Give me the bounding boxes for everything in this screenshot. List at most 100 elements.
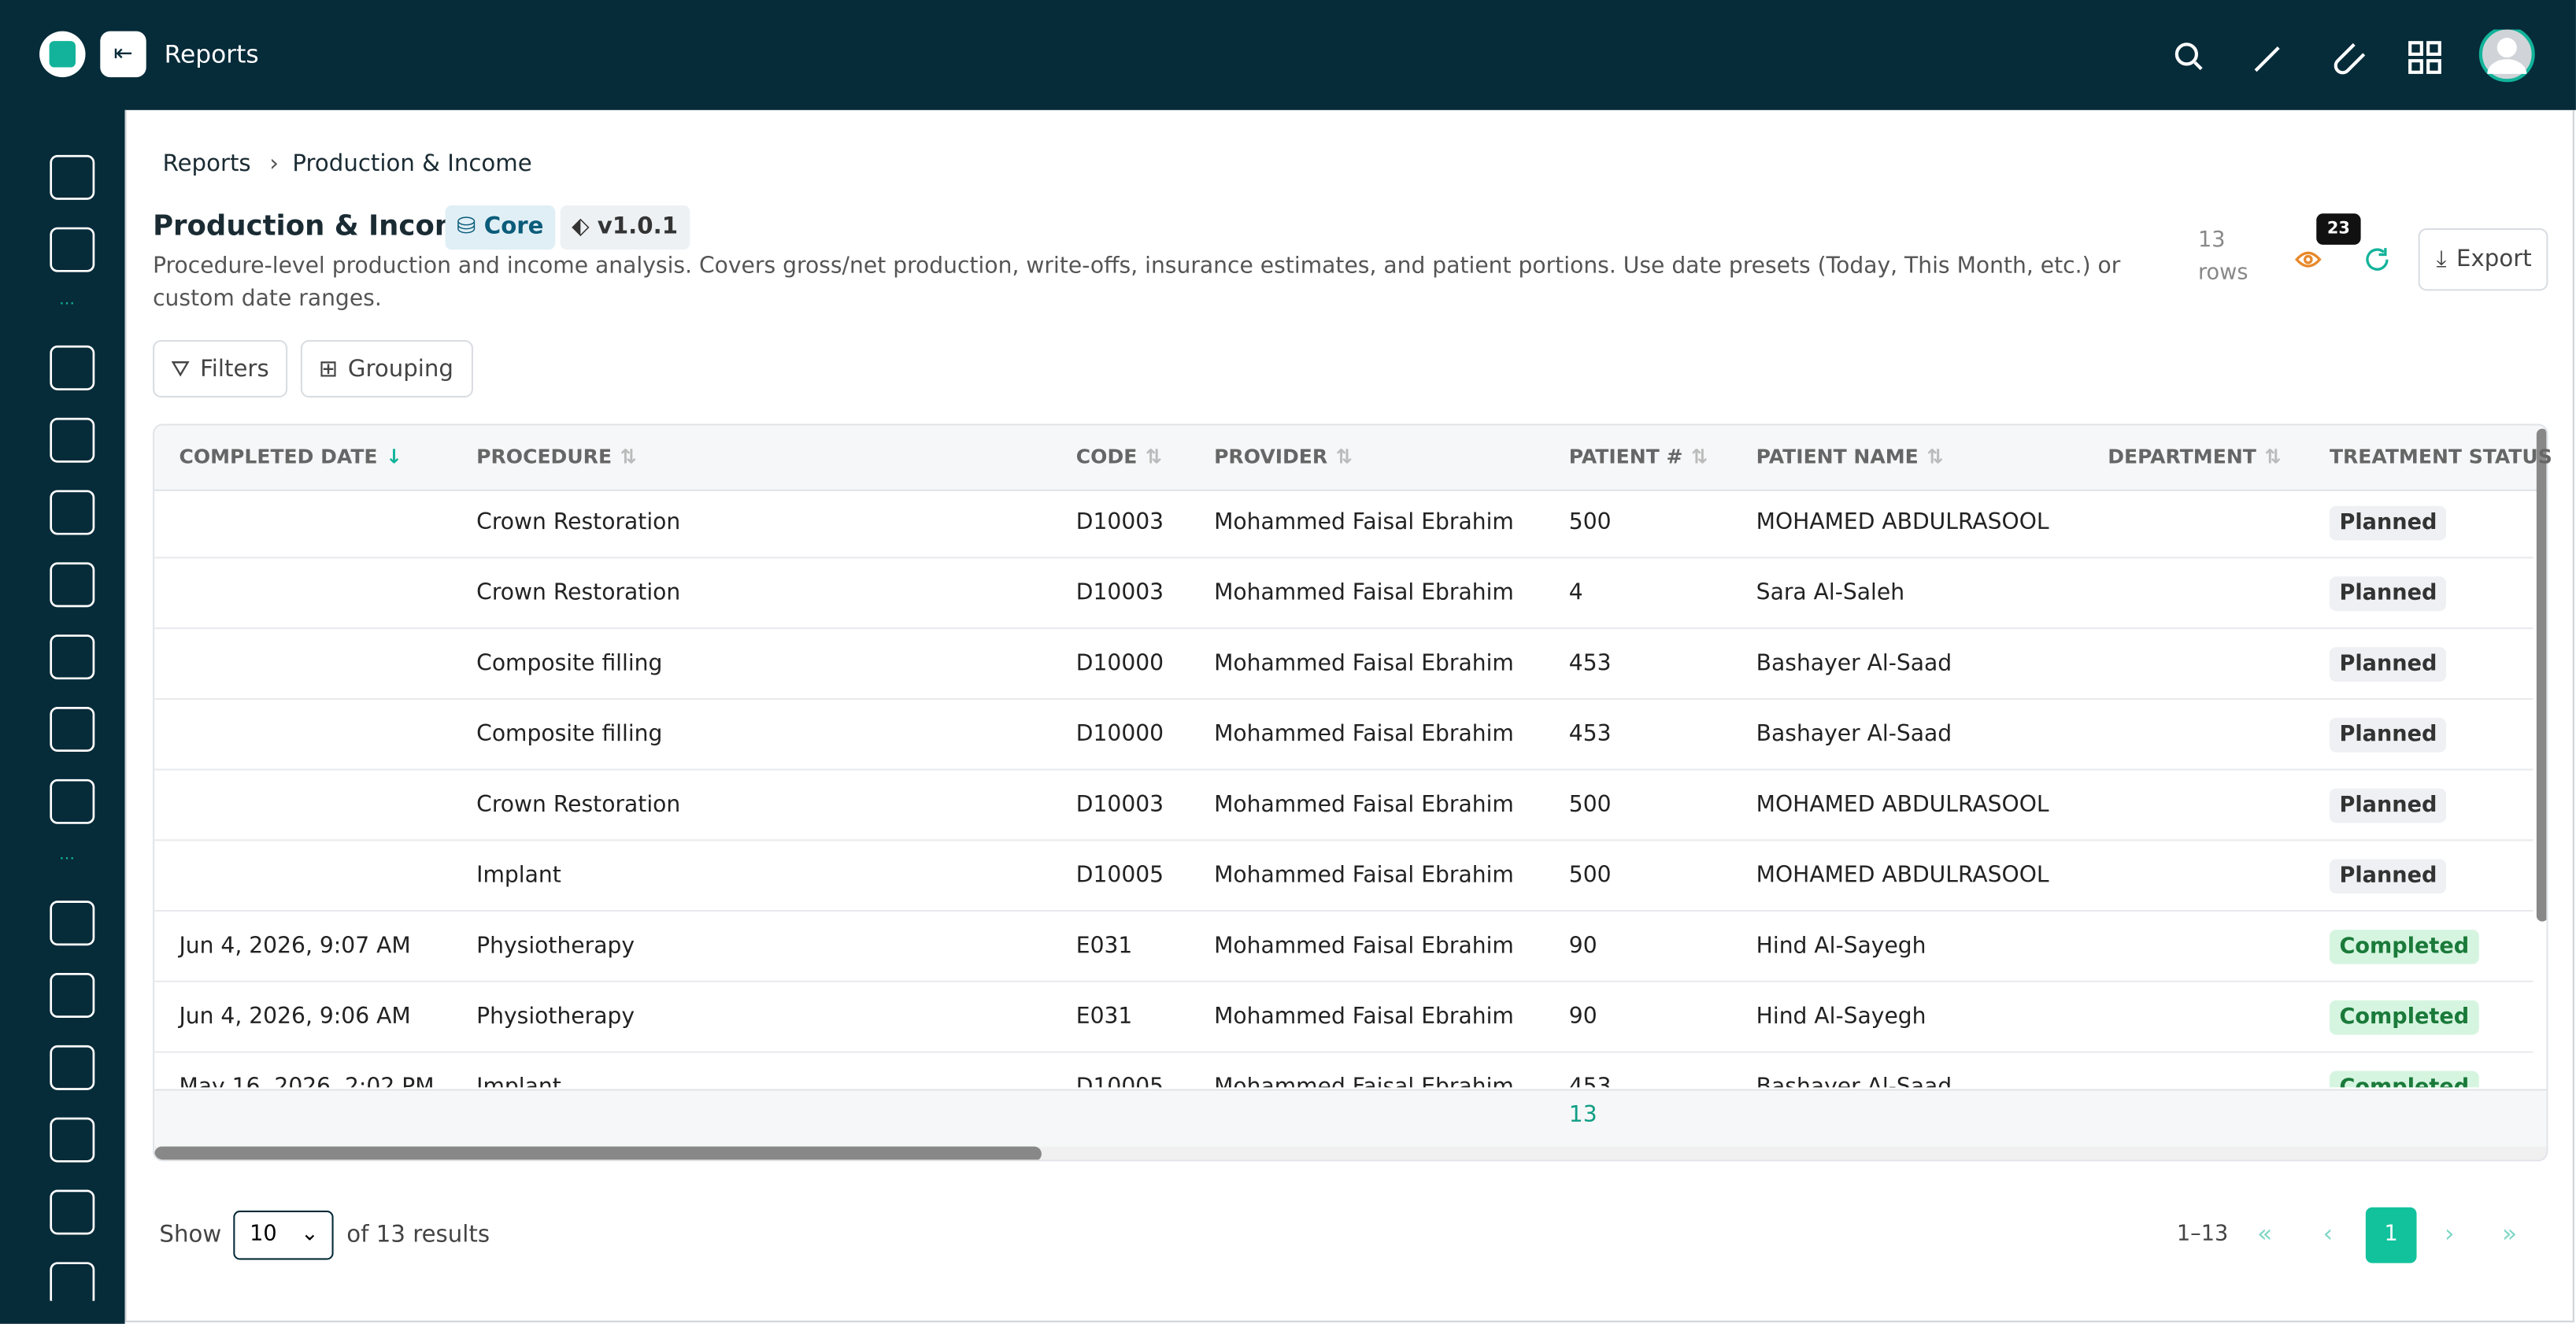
- table-cell: May 16, 2026, 2:02 PM: [179, 1074, 435, 1088]
- table-cell: MOHAMED ABDULRASOOL: [1756, 509, 2049, 536]
- column-header: DEPARTMENT ⇅: [2108, 445, 2282, 468]
- h-scrollbar[interactable]: [154, 1146, 2547, 1160]
- next-page[interactable]: ›: [2445, 1219, 2455, 1248]
- table-cell: Composite filling: [476, 721, 663, 748]
- table-cell: 453: [1568, 1074, 1612, 1088]
- sort-icon[interactable]: ⇅: [1335, 445, 1353, 468]
- page-size-select[interactable]: 10 ⌄: [233, 1210, 334, 1260]
- filters-button[interactable]: ⛛ Filters: [153, 339, 288, 398]
- status-badge: Planned: [2329, 505, 2447, 541]
- svg-text:···: ···: [59, 294, 75, 313]
- table-row: [154, 558, 2533, 630]
- table-cell: 90: [1568, 933, 1597, 960]
- tag-text: Core: [483, 213, 544, 240]
- status-badge: Planned: [2329, 788, 2447, 823]
- export-button[interactable]: ⤓ Export: [2418, 228, 2548, 291]
- report-description: Procedure-level production and income an…: [153, 253, 2121, 313]
- row-unit: rows: [2198, 261, 2248, 287]
- table-cell: D10000: [1075, 650, 1164, 677]
- last-page[interactable]: »: [2502, 1219, 2518, 1248]
- table-footer: [154, 1089, 2547, 1148]
- tag: ⛁ Core: [445, 205, 556, 250]
- v-scrollbar[interactable]: [2536, 428, 2547, 922]
- table-body: Crown Restoration D10003 Mohammed Faisal E…: [154, 488, 2533, 1088]
- topbar: [0, 0, 2576, 110]
- table-cell: Mohammed Faisal Ebrahim: [1214, 933, 1514, 960]
- table-cell: 500: [1568, 862, 1612, 889]
- sort-icon[interactable]: ⇅: [1690, 445, 1708, 468]
- table-cell: Bashayer Al-Saad: [1756, 1074, 1952, 1088]
- table-cell: 4: [1568, 579, 1583, 606]
- badge: 23: [2316, 213, 2361, 245]
- table-cell: E031: [1075, 1003, 1133, 1030]
- table-cell: D10005: [1075, 862, 1164, 889]
- table-cell: MOHAMED ABDULRASOOL: [1756, 791, 2049, 819]
- first-page[interactable]: «: [2257, 1219, 2273, 1248]
- sidebar-icons[interactable]: ··· ···: [46, 151, 98, 1301]
- logo[interactable]: [39, 31, 86, 78]
- prev-page[interactable]: ‹: [2322, 1219, 2334, 1248]
- table-cell: Crown Restoration: [476, 791, 681, 819]
- breadcrumb-link[interactable]: Reports: [162, 150, 251, 178]
- breadcrumb-current: Production & Income: [292, 150, 532, 178]
- table-cell: Mohammed Faisal Ebrahim: [1214, 791, 1514, 819]
- table-cell: Mohammed Faisal Ebrahim: [1214, 509, 1514, 536]
- table-cell: Crown Restoration: [476, 579, 681, 606]
- topbar-icons[interactable]: [2160, 29, 2555, 83]
- table-cell: Mohammed Faisal Ebrahim: [1214, 1003, 1514, 1030]
- column-header: TREATMENT STATUS: [2329, 445, 2552, 468]
- table-cell: D10005: [1075, 1074, 1164, 1088]
- range-label: 1–13: [2176, 1222, 2229, 1247]
- current-page[interactable]: 1: [2365, 1207, 2417, 1263]
- table-cell: Mohammed Faisal Ebrahim: [1214, 650, 1514, 677]
- status-badge: Completed: [2329, 930, 2479, 964]
- tag-text: v1.0.1: [597, 213, 679, 240]
- table-row: [154, 629, 2533, 700]
- table-cell: Bashayer Al-Saad: [1756, 650, 1952, 677]
- grouping-button[interactable]: ⊞ Grouping: [300, 339, 473, 398]
- column-header: PATIENT # ⇅: [1568, 445, 1708, 468]
- table-cell: MOHAMED ABDULRASOOL: [1756, 862, 2049, 889]
- column-header: COMPLETED DATE ↓: [179, 445, 402, 468]
- main: [124, 109, 2574, 1322]
- sort-icon[interactable]: ⇅: [1145, 445, 1162, 468]
- table-row: [154, 841, 2533, 912]
- tag: ⬖ v1.0.1: [560, 205, 690, 250]
- show-label: Show: [159, 1222, 222, 1248]
- sort-icon[interactable]: ⇅: [620, 445, 637, 468]
- button-text: Grouping: [347, 355, 453, 383]
- table-cell: Mohammed Faisal Ebrahim: [1214, 1074, 1514, 1088]
- table-cell: Mohammed Faisal Ebrahim: [1214, 721, 1514, 748]
- table-cell: 500: [1568, 509, 1612, 536]
- collapse-button[interactable]: ⇤: [100, 31, 146, 78]
- table-row: [154, 912, 2533, 982]
- status-badge: Planned: [2329, 576, 2447, 612]
- status-badge: Planned: [2329, 717, 2447, 753]
- view-refresh-icons[interactable]: [2293, 246, 2395, 276]
- sort-icon[interactable]: ⇅: [1926, 445, 1944, 468]
- table-cell: D10003: [1075, 791, 1164, 819]
- table-cell: Jun 4, 2026, 9:07 AM: [179, 933, 411, 960]
- status-badge: Planned: [2329, 859, 2447, 894]
- report-title: Production & Income: [153, 210, 483, 243]
- button-text: Filters: [200, 355, 269, 383]
- table-row: [154, 700, 2533, 771]
- topbar-title: Reports: [164, 39, 259, 69]
- breadcrumb-separator: ›: [269, 150, 279, 178]
- sort-icon[interactable]: ⇅: [2264, 445, 2282, 468]
- table-cell: 453: [1568, 721, 1612, 748]
- sidebar: [0, 0, 125, 1324]
- table-row: [154, 982, 2533, 1053]
- table-header: [154, 425, 2547, 491]
- table-cell: 453: [1568, 650, 1612, 677]
- sort-icon[interactable]: ↓: [385, 445, 402, 468]
- results-label: of 13 results: [346, 1222, 490, 1248]
- table-cell: Crown Restoration: [476, 509, 681, 536]
- table-cell: 90: [1568, 1003, 1597, 1030]
- table-cell: Composite filling: [476, 650, 663, 677]
- table-cell: Physiotherapy: [476, 933, 635, 960]
- table-cell: Implant: [476, 862, 561, 889]
- table-cell: Bashayer Al-Saad: [1756, 721, 1952, 748]
